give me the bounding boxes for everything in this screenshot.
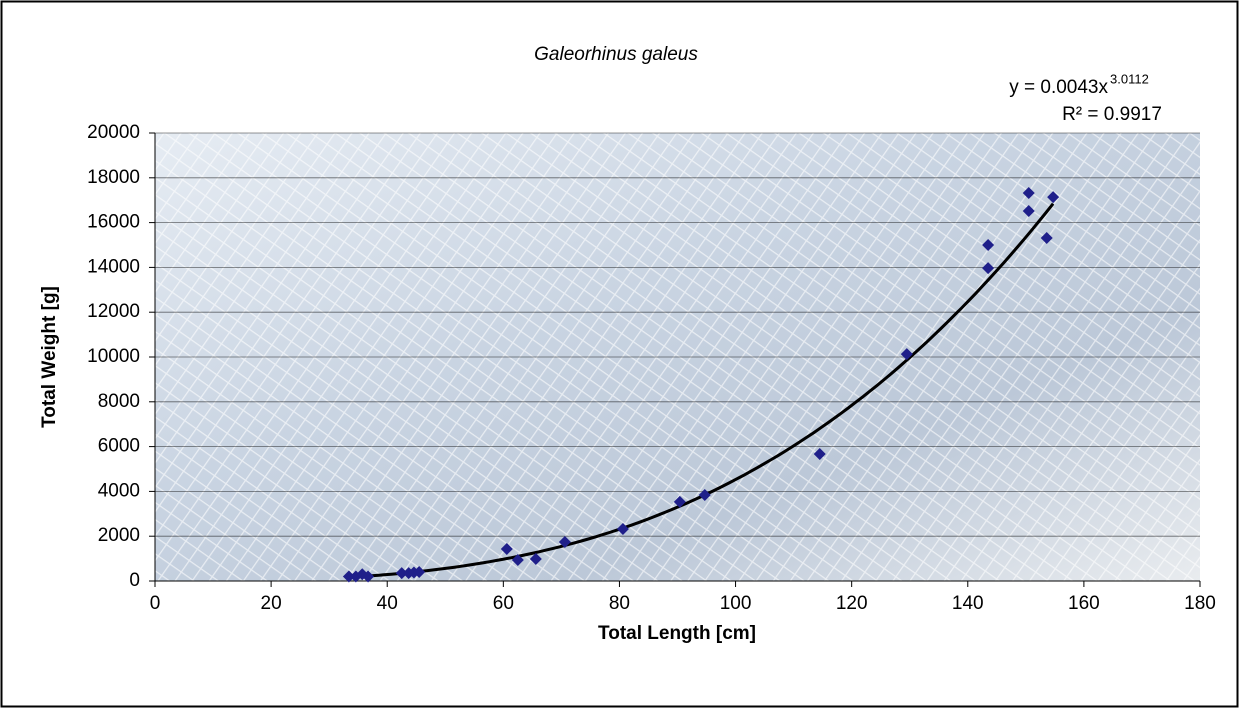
- point: [529, 553, 542, 566]
- y-tick-label: 18000: [87, 167, 140, 188]
- point: [1022, 204, 1035, 217]
- point: [395, 567, 408, 580]
- x-tick-label: 180: [1184, 593, 1216, 614]
- r-squared: R² = 0.9917: [1062, 104, 1162, 125]
- y-tick-label: 12000: [87, 301, 140, 322]
- point: [500, 542, 513, 555]
- y-tick-label: 10000: [87, 346, 140, 367]
- x-tick-label: 100: [720, 593, 752, 614]
- point: [511, 553, 524, 566]
- point: [982, 239, 995, 251]
- y-tick-label: 16000: [87, 212, 140, 233]
- equation-exponent: 3.0112: [1110, 71, 1149, 86]
- y-tick-label: 4000: [98, 480, 140, 501]
- y-tick-label: 14000: [87, 256, 140, 277]
- point: [698, 488, 711, 501]
- y-tick-label: 2000: [98, 525, 140, 546]
- equation: y = 0.0043x: [1009, 77, 1108, 98]
- point: [982, 262, 995, 275]
- x-tick-label: 160: [1068, 593, 1100, 614]
- point: [413, 566, 426, 579]
- x-tick-label: 80: [609, 593, 630, 614]
- point: [1022, 187, 1035, 200]
- point: [900, 348, 913, 361]
- chart-title: Galeorhinus galeus: [534, 44, 698, 65]
- point: [558, 536, 571, 549]
- x-tick-label: 0: [150, 593, 161, 614]
- y-tick-label: 6000: [98, 436, 140, 457]
- y-tick-label: 8000: [98, 391, 140, 412]
- x-tick-label: 20: [261, 593, 282, 614]
- y-tick-label: 20000: [87, 122, 140, 143]
- point: [616, 523, 629, 536]
- x-tick-label: 60: [493, 593, 514, 614]
- y-axis-label: Total Weight [g]: [39, 286, 60, 428]
- x-tick-label: 120: [836, 593, 868, 614]
- point: [362, 570, 375, 583]
- point: [673, 495, 686, 508]
- point: [1040, 232, 1053, 245]
- point: [813, 447, 826, 460]
- x-tick-label: 140: [952, 593, 984, 614]
- point: [1047, 191, 1060, 204]
- x-axis-label: Total Length [cm]: [598, 623, 756, 644]
- point: [342, 570, 355, 583]
- y-tick-label: 0: [129, 570, 140, 591]
- x-tick-label: 40: [377, 593, 398, 614]
